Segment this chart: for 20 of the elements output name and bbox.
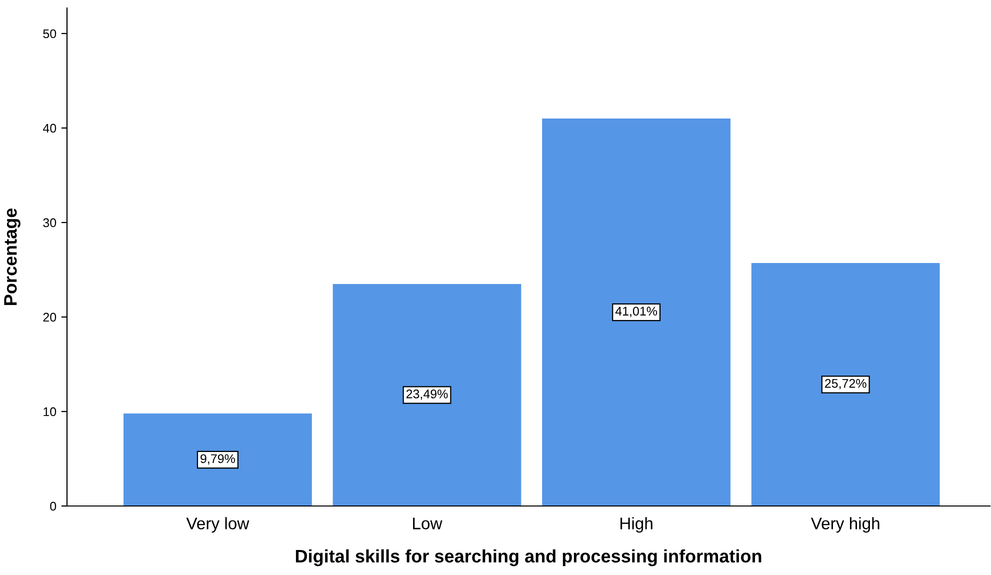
y-tick-label: 30	[43, 218, 56, 228]
y-tick-label: 40	[42, 124, 56, 133]
x-tick-label: High	[620, 517, 652, 533]
data-label: 41,01%	[615, 306, 658, 318]
y-tick-label: 0	[50, 502, 56, 511]
x-tick-label: Low	[413, 518, 442, 530]
bar	[332, 284, 522, 506]
x-axis-title: Digital skills for searching and processing information	[296, 549, 762, 566]
y-tick-label: 20	[43, 312, 56, 322]
x-tick-label: Very high	[810, 517, 880, 533]
y-tick-label: 10	[44, 407, 56, 416]
data-label: 9,79%	[200, 454, 235, 465]
data-label: 23,49%	[406, 390, 448, 400]
x-tick-label: Very low	[186, 517, 250, 533]
y-axis-title: Porcentage	[4, 208, 20, 305]
bar	[542, 118, 730, 506]
data-label: 25,72%	[825, 378, 866, 390]
bar	[751, 262, 940, 506]
y-tick-label: 50	[43, 29, 56, 38]
bar	[124, 413, 312, 506]
